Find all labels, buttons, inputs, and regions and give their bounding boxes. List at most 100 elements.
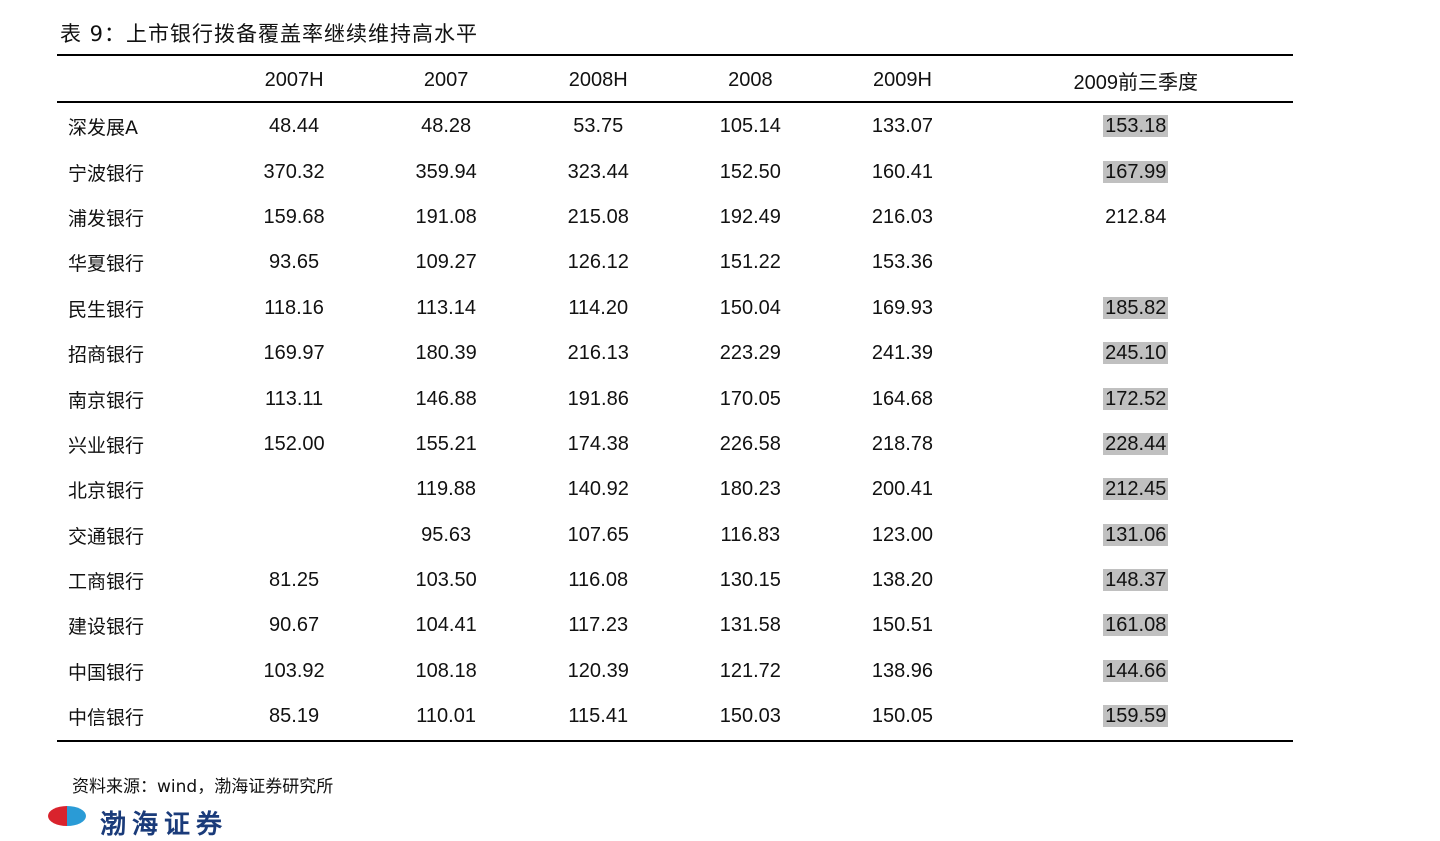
company-logo-text: 渤海证券 — [100, 810, 229, 840]
header-rule — [57, 101, 1293, 103]
value-cell: 185.82 — [978, 286, 1293, 331]
value-cell: 192.49 — [674, 195, 826, 240]
value-cell: 93.65 — [218, 240, 370, 285]
cell-text: 浦发银行 — [68, 207, 145, 230]
column-header — [57, 57, 218, 104]
value-cell: 215.08 — [522, 195, 674, 240]
header-row: 2007H 2007 2008H 2008 2009H 2009前三季度 — [57, 57, 1293, 104]
cell-text: 152.50 — [719, 160, 781, 183]
value-cell: 117.23 — [522, 603, 674, 648]
cell-text: 宁波银行 — [68, 162, 145, 185]
value-cell: 113.14 — [370, 286, 522, 331]
cell-text: 153.18 — [1103, 115, 1169, 138]
cell-text: 167.99 — [1103, 160, 1169, 183]
cell-text: 95.63 — [421, 523, 472, 546]
cell-text: 招商银行 — [68, 344, 145, 367]
cell-text: 中国银行 — [68, 661, 145, 684]
cell-text: 140.92 — [567, 478, 629, 501]
bank-name-cell: 招商银行 — [57, 331, 218, 376]
column-header: 2009H — [872, 69, 932, 91]
value-cell: 126.12 — [522, 240, 674, 285]
column-header: 2007 — [423, 69, 469, 91]
value-cell: 150.51 — [826, 603, 978, 648]
value-cell: 146.88 — [370, 376, 522, 421]
bank-name-cell: 北京银行 — [57, 467, 218, 512]
value-cell: 150.05 — [826, 694, 978, 739]
value-cell: 108.18 — [370, 649, 522, 694]
bank-name-cell: 深发展A — [57, 104, 218, 149]
cell-text: 131.58 — [719, 614, 781, 637]
cell-text: 107.65 — [567, 523, 629, 546]
cell-text: 138.96 — [871, 659, 933, 682]
cell-text: 150.04 — [719, 296, 781, 319]
value-cell: 153.36 — [826, 240, 978, 285]
cell-text: 212.84 — [1105, 205, 1167, 228]
cell-text: 323.44 — [567, 160, 629, 183]
value-cell: 116.83 — [674, 513, 826, 558]
cell-text: 93.65 — [269, 251, 320, 274]
value-cell: 370.32 — [218, 149, 370, 194]
value-cell: 107.65 — [522, 513, 674, 558]
value-cell: 120.39 — [522, 649, 674, 694]
column-header: 2008H — [568, 69, 628, 91]
value-cell: 151.22 — [674, 240, 826, 285]
cell-text: 130.15 — [719, 569, 781, 592]
cell-text: 103.92 — [263, 659, 325, 682]
cell-text: 北京银行 — [68, 480, 145, 503]
cell-text: 113.11 — [264, 387, 324, 410]
value-cell: 53.75 — [522, 104, 674, 149]
value-cell: 212.45 — [978, 467, 1293, 512]
cell-text: 159.59 — [1103, 705, 1169, 728]
cell-text: 138.20 — [871, 569, 933, 592]
cell-text: 116.83 — [720, 523, 781, 546]
value-cell: 191.08 — [370, 195, 522, 240]
value-cell: 138.20 — [826, 558, 978, 603]
cell-text: 深发展A — [68, 117, 138, 140]
value-cell: 133.07 — [826, 104, 978, 149]
cell-text: 151.22 — [719, 251, 781, 274]
value-cell: 160.41 — [826, 149, 978, 194]
cell-text: 民生银行 — [68, 298, 145, 321]
value-cell: 223.29 — [674, 331, 826, 376]
value-cell: 155.21 — [370, 422, 522, 467]
value-cell: 144.66 — [978, 649, 1293, 694]
value-cell: 131.58 — [674, 603, 826, 648]
cell-text: 117.23 — [568, 614, 629, 637]
cell-text: 85.19 — [269, 705, 320, 728]
cell-text: 144.66 — [1103, 659, 1169, 682]
cell-text: 114.20 — [568, 296, 629, 319]
bank-name-cell: 兴业银行 — [57, 422, 218, 467]
cell-text: 123.00 — [871, 523, 933, 546]
value-cell: 164.68 — [826, 376, 978, 421]
cell-text: 180.39 — [415, 342, 477, 365]
value-cell: 130.15 — [674, 558, 826, 603]
cell-text: 216.13 — [567, 342, 629, 365]
value-cell: 131.06 — [978, 513, 1293, 558]
cell-text: 185.82 — [1103, 296, 1169, 319]
value-cell: 174.38 — [522, 422, 674, 467]
value-cell: 48.44 — [218, 104, 370, 149]
cell-text: 48.28 — [421, 115, 472, 138]
value-cell: 159.59 — [978, 694, 1293, 739]
cell-text: 172.52 — [1103, 387, 1169, 410]
column-header: 2007H — [264, 69, 324, 91]
table-title: 表 9：上市银行拨备覆盖率继续维持高水平 — [60, 22, 479, 46]
value-cell — [218, 467, 370, 512]
cell-text: 118.16 — [264, 296, 324, 319]
cell-text: 160.41 — [871, 160, 933, 183]
cell-text: 兴业银行 — [68, 434, 145, 457]
table-row: 交通银行 95.63 107.65 116.83 123.00 131.06 — [57, 513, 1293, 558]
cell-text: 126.12 — [567, 251, 629, 274]
value-cell: 180.23 — [674, 467, 826, 512]
table-row: 中信银行 85.19 110.01 115.41 150.03 150.05 159.59 — [57, 694, 1293, 739]
cell-text: 370.32 — [263, 160, 325, 183]
value-cell: 150.04 — [674, 286, 826, 331]
cell-text: 245.10 — [1103, 342, 1169, 365]
cell-text: 159.68 — [263, 205, 325, 228]
cell-text: 90.67 — [269, 614, 320, 637]
cell-text: 150.03 — [719, 705, 781, 728]
cell-text: 105.14 — [719, 115, 781, 138]
value-cell: 150.03 — [674, 694, 826, 739]
value-cell: 216.13 — [522, 331, 674, 376]
cell-text: 191.08 — [415, 205, 477, 228]
